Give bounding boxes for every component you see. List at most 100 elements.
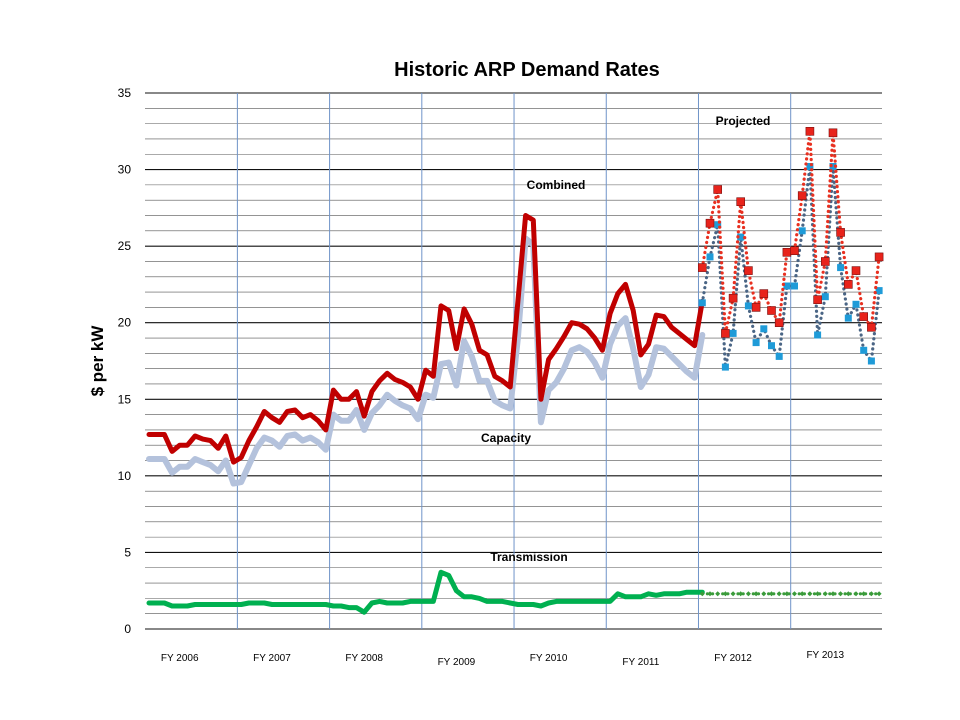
fiscal-year-label: FY 2010	[530, 653, 568, 664]
projected-transmission-point	[738, 591, 744, 597]
projected-capacity-point	[829, 163, 837, 170]
projected-transmission-point	[861, 591, 867, 597]
projected-combined-point	[874, 252, 884, 262]
projected-transmission-point	[715, 591, 721, 597]
projected-transmission-point	[868, 591, 874, 597]
projected-capacity-point	[837, 264, 845, 272]
fiscal-year-label: FY 2013	[806, 650, 844, 661]
fiscal-year-labels: FY 2006 FY 2007 FY 2008 FY 2009 FY 2010 FY 20…	[161, 650, 845, 668]
y-tick-label: 35	[118, 86, 132, 100]
annotation-combined: Combined	[527, 178, 586, 192]
projected-capacity-point	[737, 233, 745, 241]
projected-combined-point	[774, 318, 784, 328]
capacity-line	[146, 235, 706, 487]
projected-combined-point	[728, 293, 738, 303]
projected-capacity-point	[752, 339, 760, 347]
y-tick-label: 20	[118, 316, 132, 330]
projected-combined-point	[713, 185, 723, 194]
projected-combined-point	[843, 280, 853, 289]
projected-capacity-point	[875, 287, 883, 295]
projected-transmission-point	[845, 591, 851, 597]
projected-transmission-point	[761, 591, 767, 597]
projected-combined-point	[820, 257, 830, 266]
grid-layer	[145, 92, 882, 630]
projected-combined-point	[697, 263, 707, 272]
fiscal-year-label: FY 2008	[345, 653, 383, 664]
projected-transmission-point	[722, 591, 728, 597]
projected-combined-point	[813, 295, 822, 305]
fiscal-year-label: FY 2009	[438, 657, 476, 668]
y-tick-labels: 0 5 10 15 20 25 30 35	[118, 86, 132, 636]
projected-transmission-point	[815, 591, 821, 597]
y-tick-label: 0	[124, 622, 131, 636]
projected-transmission-point	[699, 591, 705, 597]
projected-capacity-point	[729, 329, 737, 337]
y-tick-label: 25	[118, 239, 132, 253]
projected-capacity-point	[844, 314, 852, 322]
projected-combined-point	[797, 191, 807, 200]
projected-capacity-point	[798, 227, 806, 235]
projected-combined-point	[867, 322, 876, 332]
projected-capacity-point	[867, 357, 875, 365]
projected-capacity-point	[698, 299, 706, 307]
projected-capacity-point	[806, 163, 814, 170]
fiscal-year-label: FY 2006	[161, 653, 199, 664]
annotation-transmission: Transmission	[490, 550, 567, 564]
chart-title: Historic ARP Demand Rates	[394, 59, 660, 81]
projected-combined-point	[828, 128, 838, 138]
projected-combined-point	[736, 197, 746, 206]
projected-capacity-point	[706, 253, 714, 261]
projected-combined-point	[790, 246, 799, 255]
projected-capacity-point	[791, 282, 798, 290]
y-tick-label: 15	[118, 392, 132, 406]
projected-transmission-point	[830, 591, 836, 597]
y-axis-label: $ per kW	[88, 325, 107, 397]
projected-combined-point	[721, 329, 730, 338]
annotations: Combined Capacity Transmission Projected	[481, 114, 770, 564]
projected-transmission-point	[745, 591, 751, 597]
projected-combined-point	[759, 289, 769, 298]
projected-transmission-point	[730, 591, 736, 597]
projected-transmission-point	[822, 591, 828, 597]
annotation-capacity: Capacity	[481, 431, 531, 445]
annotation-projected: Projected	[716, 114, 771, 128]
y-tick-label: 30	[118, 163, 132, 177]
projected-capacity-point	[760, 325, 768, 333]
projected-transmission-point	[807, 591, 813, 597]
projected-capacity-point	[821, 293, 829, 301]
projected-capacity-point	[775, 352, 783, 360]
projected-combined-point	[859, 312, 869, 321]
projected-capacity-point	[860, 346, 868, 354]
y-tick-label: 5	[124, 545, 131, 559]
transmission-line	[146, 569, 705, 615]
projected-capacity-point	[744, 302, 752, 310]
y-tick-label: 10	[118, 469, 132, 483]
projected-capacity-point	[852, 300, 860, 308]
projected-transmission-point	[838, 591, 844, 597]
projected-transmission-point	[792, 591, 797, 597]
projected-transmission-point	[707, 591, 713, 597]
projected-transmission-point	[769, 591, 774, 597]
fiscal-year-label: FY 2012	[714, 653, 752, 664]
projected-capacity-point	[768, 342, 775, 350]
projected-combined-point	[851, 266, 861, 275]
projected-combined-point	[767, 306, 776, 315]
series-layer	[146, 127, 884, 615]
projected-combined-point	[705, 218, 715, 228]
projected-transmission-point	[776, 591, 782, 597]
projected-combined-point	[751, 303, 761, 312]
projected-capacity-point	[714, 221, 722, 229]
projected-combined-point	[744, 266, 753, 275]
combined-line	[146, 213, 705, 465]
fiscal-year-label: FY 2007	[253, 653, 291, 664]
fiscal-year-label: FY 2011	[622, 657, 659, 668]
projected-combined-point	[836, 228, 845, 237]
projected-transmission-point	[876, 591, 882, 597]
projected-transmission-point	[784, 591, 790, 597]
projected-transmission-point	[753, 591, 759, 597]
projected-capacity-point	[814, 331, 822, 339]
projected-transmission-point	[799, 591, 805, 597]
projected-capacity-point	[721, 363, 729, 371]
projected-capacity-point	[783, 282, 791, 290]
